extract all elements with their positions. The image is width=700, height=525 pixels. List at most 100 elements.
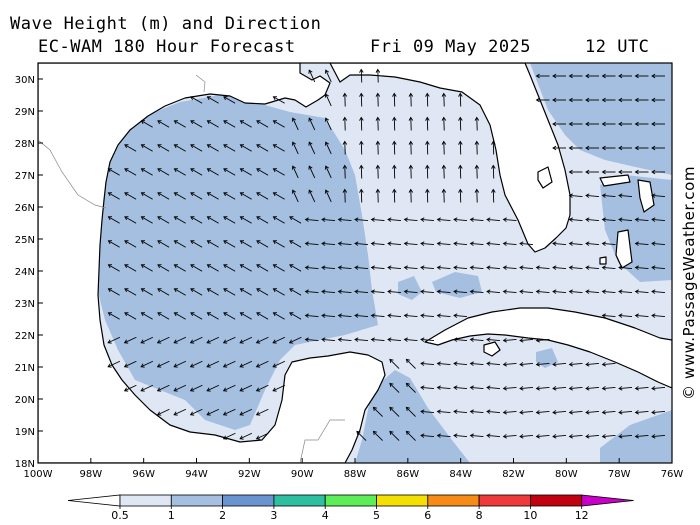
- wave-arrow: [371, 290, 385, 294]
- wave-arrow: [569, 266, 583, 270]
- wave-arrowhead: [634, 313, 639, 318]
- wave-arrowhead: [392, 164, 397, 169]
- wave-arrowhead: [552, 121, 557, 127]
- wave-arrowhead: [304, 337, 309, 342]
- wave-arrowhead: [272, 240, 277, 245]
- wave-arrowhead: [308, 141, 313, 146]
- wave-arrow: [470, 242, 484, 246]
- wave-arrowhead: [157, 216, 162, 221]
- wave-arrow: [207, 168, 219, 176]
- wave-arrowhead: [568, 97, 573, 103]
- wave-arrow: [387, 218, 402, 222]
- wave-arrowhead: [157, 168, 162, 173]
- wave-arrowhead: [601, 313, 606, 318]
- wave-arrowhead: [651, 217, 656, 222]
- wave-arrowhead: [354, 289, 359, 294]
- lat-label: 19N: [15, 427, 35, 438]
- wave-arrow: [141, 216, 153, 224]
- wave-arrowhead: [535, 289, 540, 294]
- wave-arrowhead: [359, 140, 364, 145]
- wave-arrow: [635, 386, 649, 390]
- wave-arrow: [157, 144, 170, 152]
- wave-arrow: [389, 383, 400, 393]
- colorbar-label: 2: [219, 509, 226, 522]
- wave-zone-south-cuba: [536, 348, 558, 368]
- wave-arrowhead: [651, 265, 656, 270]
- wave-arrowhead: [651, 313, 656, 318]
- wave-arrowhead: [223, 312, 228, 317]
- wave-arrowhead: [272, 120, 277, 125]
- wave-arrow: [157, 408, 170, 416]
- wave-arrowhead: [453, 217, 458, 222]
- wave-arrowhead: [321, 217, 326, 222]
- wave-arrowhead: [140, 120, 145, 125]
- wave-arrowhead: [272, 192, 277, 197]
- wave-arrow: [635, 266, 649, 270]
- wave-arrowhead: [189, 339, 195, 344]
- wave-arrow: [223, 312, 236, 320]
- wave-arrowhead: [223, 168, 228, 173]
- lon-label: 82W: [502, 469, 525, 480]
- wave-arrow: [387, 242, 402, 246]
- wave-arrowhead: [156, 363, 162, 368]
- wave-arrow: [239, 432, 253, 440]
- wave-arrowhead: [618, 434, 623, 439]
- wave-arrowhead: [223, 96, 228, 101]
- wave-arrow: [174, 144, 186, 152]
- wave-arrow: [338, 218, 352, 222]
- wave-arrow: [141, 264, 153, 272]
- wave-arrowhead: [568, 145, 573, 151]
- wave-arrowhead: [370, 337, 375, 342]
- wave-arrowhead: [408, 140, 414, 145]
- map-area: [38, 63, 672, 463]
- wave-arrow: [536, 338, 550, 342]
- wave-arrowhead: [502, 410, 507, 415]
- wave-arrowhead: [408, 164, 414, 169]
- wave-arrow: [420, 338, 435, 342]
- wave-arrow: [207, 120, 219, 128]
- wave-arrow: [536, 386, 550, 390]
- wave-arrow: [552, 410, 567, 414]
- wave-arrowhead: [585, 241, 590, 246]
- wave-arrowhead: [420, 289, 425, 294]
- wave-arrowhead: [206, 216, 211, 221]
- wave-arrowhead: [502, 362, 507, 367]
- wave-arrow: [486, 338, 501, 342]
- wave-arrowhead: [453, 265, 458, 270]
- wave-arrowhead: [356, 430, 361, 436]
- wave-arrow: [602, 194, 616, 198]
- wave-arrowhead: [239, 264, 244, 269]
- wave-arrowhead: [469, 337, 474, 342]
- wave-arrowhead: [256, 240, 261, 245]
- wave-arrowhead: [342, 164, 348, 169]
- wave-arrowhead: [502, 265, 507, 270]
- wave-arrow: [256, 408, 269, 416]
- wave-arrow: [256, 168, 269, 176]
- wave-arrowhead: [436, 385, 441, 390]
- wave-arrowhead: [453, 337, 458, 342]
- wave-arrow: [387, 266, 402, 270]
- wave-arrowhead: [618, 73, 623, 79]
- wave-arrowhead: [239, 192, 244, 197]
- wave-arrowhead: [552, 386, 557, 391]
- wave-arrowhead: [519, 434, 524, 439]
- wave-arrowhead: [272, 312, 277, 317]
- wave-arrowhead: [420, 241, 425, 246]
- wave-arrowhead: [337, 265, 342, 270]
- wave-arrow: [240, 312, 252, 320]
- wave-zone-central-blob: [432, 272, 482, 298]
- wave-arrow: [272, 360, 286, 368]
- wave-arrowhead: [304, 241, 309, 246]
- wave-arrow: [107, 360, 121, 368]
- wave-arrow: [602, 362, 616, 366]
- wave-arrowhead: [124, 168, 129, 173]
- lat-label: 27N: [15, 171, 35, 182]
- wave-arrowhead: [585, 217, 590, 222]
- wave-arrowhead: [375, 188, 381, 193]
- wave-arrow: [437, 434, 451, 438]
- wave-arrow: [124, 240, 137, 248]
- wave-arrowhead: [321, 313, 326, 318]
- wave-arrow: [273, 96, 285, 104]
- wave-arrow: [321, 266, 336, 270]
